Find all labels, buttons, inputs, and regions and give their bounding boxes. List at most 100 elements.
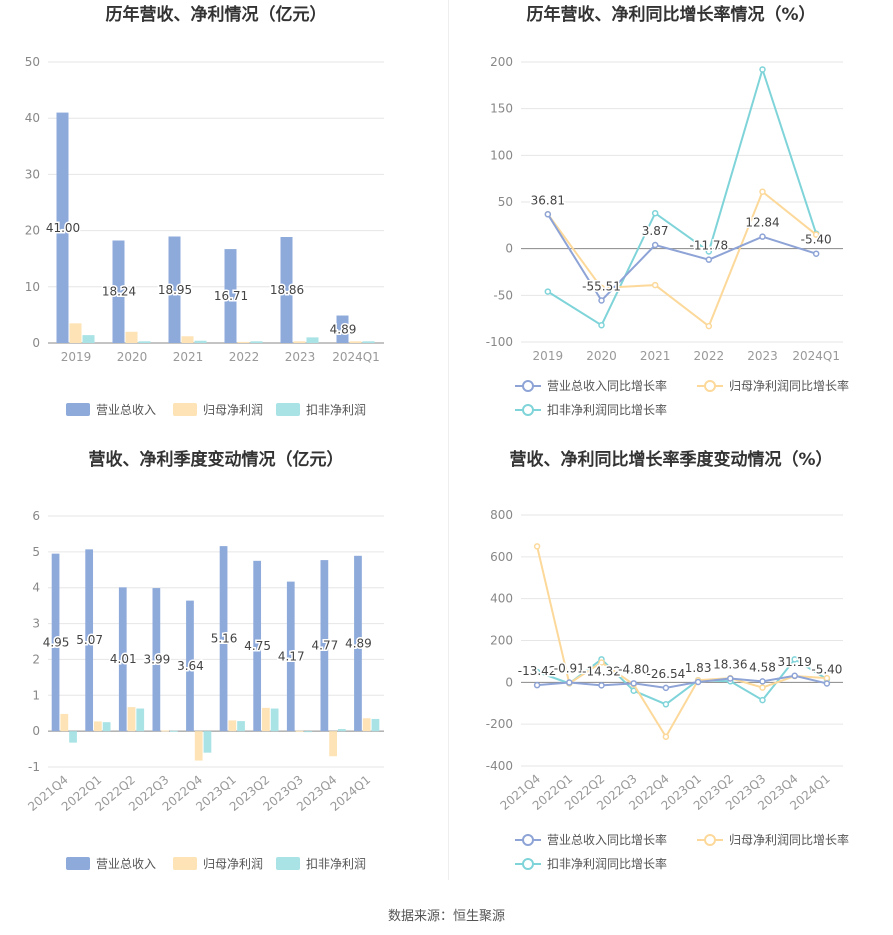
bar-2023Q2-营业总收入: [253, 560, 262, 732]
data-point-2022Q3-营业总收入同比增长率: [630, 680, 637, 687]
data-point-2023Q1-营业总收入同比增长率: [694, 678, 702, 686]
y-tick-label: -1: [28, 760, 40, 774]
y-tick-label: 30: [25, 167, 40, 181]
data-label: -55.51: [582, 279, 621, 293]
y-tick-label: 0: [32, 724, 40, 738]
x-tick-label: 2023: [285, 350, 316, 364]
y-tick-label: 400: [490, 592, 513, 606]
bar-2021-归母净利润: [181, 336, 194, 343]
y-tick-label: 50: [25, 55, 40, 69]
data-point-2022Q4-扣非净利润同比增长率: [662, 701, 670, 708]
data-label: -14.32: [582, 664, 621, 678]
bar-2019-营业总收入: [56, 112, 69, 343]
bar-2022-扣非净利润: [250, 341, 263, 343]
y-tick-label: 20: [25, 224, 40, 238]
series-line-营业总收入同比增长率: [546, 213, 817, 303]
data-label: 5.16: [211, 632, 238, 646]
bar-2020-归母净利润: [125, 331, 138, 343]
y-tick-label: 800: [490, 508, 513, 522]
bar-2024Q1-扣非净利润: [362, 341, 375, 343]
y-tick-label: -200: [486, 717, 513, 731]
data-point-2023-营业总收入同比增长率: [759, 233, 766, 240]
bar-2024Q1-归母净利润: [349, 341, 362, 343]
bar-2022Q1-营业总收入: [85, 549, 94, 732]
quarterly-revenue-profit-chart: 营收、净利季度变动情况（亿元）-101234562021Q42022Q12022…: [25, 449, 384, 871]
data-point-2021Q4-营业总收入同比增长率: [533, 681, 541, 689]
data-label: -26.54: [647, 667, 686, 681]
bar-2022-营业总收入: [224, 249, 237, 343]
y-tick-label: 0: [505, 242, 513, 256]
series-line-营业总收入同比增长率: [537, 674, 828, 689]
bar-2024Q1-扣非净利润: [371, 718, 380, 732]
series-line-扣非净利润同比增长率: [536, 658, 828, 706]
bar-2023-扣非净利润: [306, 337, 319, 343]
bar-2020-扣非净利润: [138, 341, 151, 343]
data-label: -4.80: [618, 662, 649, 676]
y-tick-label: 10: [25, 280, 40, 294]
data-label: 31.19: [778, 655, 812, 669]
bar-2022Q1-归母净利润: [94, 721, 102, 732]
x-tick-label: 2024Q1: [332, 350, 380, 364]
data-point-2023Q3-扣非净利润同比增长率: [759, 696, 766, 704]
y-tick-label: 100: [490, 148, 513, 162]
data-point-2019-扣非净利润同比增长率: [544, 288, 552, 295]
data-label: 12.84: [745, 216, 779, 230]
bar-2019-归母净利润: [69, 323, 82, 343]
y-tick-label: 5: [32, 545, 40, 559]
legend-label: 归母净利润: [203, 857, 263, 871]
data-label: 4.95: [43, 635, 70, 649]
x-tick-label: 2022: [694, 349, 725, 363]
data-point-2023Q2-营业总收入同比增长率: [727, 675, 734, 682]
legend-marker: [522, 404, 534, 416]
x-tick-label: 2022: [229, 350, 260, 364]
bar-2022-归母净利润: [237, 341, 250, 343]
legend-label: 营业总收入同比增长率: [547, 832, 667, 847]
bar-2023-营业总收入: [280, 237, 293, 343]
legend-label: 归母净利润: [203, 403, 263, 417]
bar-2022Q2-归母净利润: [127, 707, 136, 732]
bar-2023Q3-归母净利润: [295, 730, 304, 732]
chart-title: 历年营收、净利情况（亿元）: [106, 4, 327, 25]
x-tick-label: 2023: [747, 349, 778, 363]
data-label: 3.99: [144, 653, 171, 667]
data-point-2021-营业总收入同比增长率: [651, 241, 659, 249]
data-label: -5.40: [811, 662, 842, 676]
legend-label: 营业总收入同比增长率: [547, 378, 667, 393]
data-label: 4.01: [110, 652, 137, 666]
panel-divider: [448, 0, 449, 880]
data-label: 18.86: [270, 283, 304, 297]
y-tick-label: 600: [490, 550, 513, 564]
data-point-2022Q4-归母净利润同比增长率: [662, 733, 670, 740]
legend-label: 扣非净利润同比增长率: [547, 402, 667, 417]
annual-growth-rate-chart: 历年营收、净利同比增长率情况（%） -100 -50 0 50 100 150 200 2019…: [486, 4, 849, 417]
data-point-2022Q2-营业总收入同比增长率: [598, 682, 605, 689]
y-tick-label: -400: [486, 759, 513, 773]
bar-2023Q2-扣非净利润: [270, 708, 279, 732]
x-tick-label: 2020: [117, 350, 148, 364]
data-point-2020-归母净利润同比增长率: [598, 284, 605, 292]
bar-2023Q2-归母净利润: [262, 707, 270, 732]
y-tick-label: 6: [32, 509, 40, 523]
bar-2024Q1-归母净利润: [362, 718, 371, 732]
data-label: -11.78: [689, 239, 728, 253]
data-label: 41.00: [46, 221, 80, 235]
data-point-2020-营业总收入同比增长率: [598, 297, 605, 304]
data-label: -5.40: [801, 233, 832, 247]
legend-swatch: [66, 857, 90, 870]
legend-label: 扣非净利润: [306, 857, 366, 871]
bar-2023Q4-营业总收入: [320, 560, 329, 732]
data-point-2022-归母净利润同比增长率: [705, 322, 713, 330]
data-label: 16.71: [214, 289, 248, 303]
x-tick-label: 2020: [586, 349, 617, 363]
y-tick-label: -100: [486, 335, 513, 349]
bar-2022Q2-营业总收入: [118, 587, 127, 732]
bar-2023Q4-归母净利润: [329, 731, 337, 757]
bar-2022Q3-归母净利润: [161, 730, 169, 732]
data-point-2022-扣非净利润同比增长率: [705, 248, 713, 255]
y-tick-label: 150: [490, 102, 513, 116]
data-label: 3.87: [642, 224, 669, 238]
legend-swatch: [173, 857, 197, 870]
bar-2021Q4-扣非净利润: [69, 731, 77, 743]
y-tick-label: 2: [32, 652, 40, 666]
chart-title: 营收、净利同比增长率季度变动情况（%）: [509, 449, 832, 470]
